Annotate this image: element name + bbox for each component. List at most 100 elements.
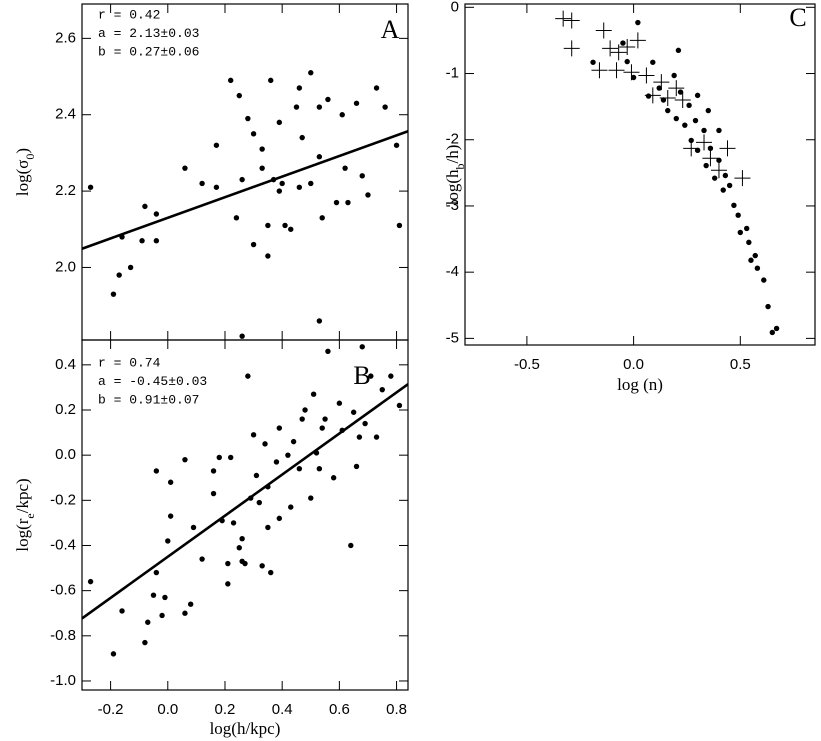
dot-point — [145, 619, 151, 625]
y-tick-label: 2.0 — [55, 258, 76, 275]
dot-point — [620, 40, 626, 46]
cross-point — [629, 32, 646, 49]
dot-point — [268, 569, 274, 576]
dot-point — [285, 452, 291, 458]
cross-point — [555, 10, 572, 27]
cross-point — [710, 162, 727, 179]
dot-point — [265, 222, 271, 229]
dot-point — [362, 420, 368, 427]
cross-point — [683, 140, 700, 157]
dot-point — [236, 92, 242, 99]
dot-point — [705, 107, 711, 114]
dot-point — [273, 459, 280, 465]
x-tick-label: -0.2 — [98, 701, 124, 718]
dot-point — [265, 524, 271, 531]
dot-point — [110, 291, 117, 297]
dot-point — [325, 348, 331, 354]
dot-point — [153, 238, 160, 244]
dot-point — [239, 333, 245, 339]
dot-point — [262, 441, 268, 447]
dot-point — [716, 157, 722, 163]
dot-point — [250, 432, 257, 438]
dot-point — [322, 416, 328, 422]
x-tick-label: 0.0 — [623, 356, 644, 373]
x-axis-label: log (n) — [617, 375, 663, 394]
dot-point — [671, 72, 677, 79]
dot-point — [293, 104, 300, 110]
dot-point — [276, 515, 283, 522]
x-tick-label: 0.5 — [730, 356, 751, 373]
cross-point — [734, 170, 751, 187]
annotation: a = -0.45±0.03 — [98, 374, 207, 389]
dot-point — [87, 578, 94, 585]
dot-point — [379, 386, 385, 393]
y-tick-label: -1 — [446, 64, 459, 81]
cross-point — [608, 62, 625, 79]
x-tick-label: 0.6 — [329, 701, 350, 718]
dot-point — [731, 202, 737, 208]
dot-point — [752, 252, 758, 259]
dot-point — [276, 119, 283, 126]
x-tick-label: -0.5 — [514, 356, 540, 373]
dot-point — [119, 234, 125, 240]
cross-point — [702, 150, 719, 167]
dot-point — [692, 117, 699, 124]
dot-point — [761, 277, 767, 283]
cross-point — [610, 44, 627, 61]
y-axis-label: log(hb/h) — [443, 145, 467, 206]
dot-point — [330, 475, 337, 481]
dot-point — [299, 134, 305, 141]
dot-point — [265, 484, 271, 490]
dot-point — [199, 180, 205, 187]
dot-point — [139, 238, 145, 244]
dot-point — [656, 85, 662, 91]
y-tick-label: 0.0 — [55, 446, 76, 463]
dot-point — [748, 257, 754, 263]
dot-point — [259, 146, 265, 152]
y-axis-label-part: log(r — [13, 518, 32, 551]
dot-point — [282, 222, 288, 229]
y-tick-label: -0.4 — [50, 536, 76, 553]
dot-point — [316, 104, 323, 110]
dot-point — [256, 499, 262, 506]
dot-point — [744, 225, 750, 232]
y-tick-label: 2.2 — [55, 182, 76, 199]
y-tick-label: -2 — [446, 131, 459, 148]
dot-point — [270, 176, 277, 183]
cross-point — [563, 12, 580, 29]
dot-point — [182, 456, 188, 463]
dot-point — [319, 215, 325, 221]
dot-point — [701, 127, 707, 134]
dot-point — [279, 180, 285, 187]
dot-point — [316, 318, 323, 324]
dot-point — [765, 303, 771, 310]
y-tick-label: -4 — [446, 263, 459, 280]
dot-point — [259, 563, 265, 569]
dot-point — [299, 416, 305, 422]
dot-point — [210, 490, 217, 497]
dot-point — [276, 188, 283, 194]
dot-point — [319, 425, 325, 431]
dot-point — [308, 180, 314, 187]
y-tick-label: 2.6 — [55, 29, 76, 46]
dot-point — [726, 182, 733, 189]
fit-line — [81, 383, 409, 620]
y-axis-label: log(σ0) — [13, 148, 37, 196]
dot-point — [216, 454, 222, 461]
plot-frame — [81, 339, 409, 691]
dot-point — [737, 229, 744, 236]
y-tick-label: -0.8 — [50, 627, 76, 644]
dot-point — [336, 400, 343, 406]
y-tick-label: -1.0 — [50, 672, 76, 689]
dot-point — [219, 517, 225, 524]
dot-point — [673, 115, 679, 122]
dot-point — [288, 504, 294, 510]
y-axis-label-part: ) — [13, 148, 32, 154]
dot-point — [675, 47, 682, 54]
dot-point — [590, 59, 596, 65]
cross-point — [563, 40, 580, 57]
dot-point — [268, 77, 274, 84]
dot-point — [110, 651, 117, 657]
dot-point — [342, 165, 348, 171]
